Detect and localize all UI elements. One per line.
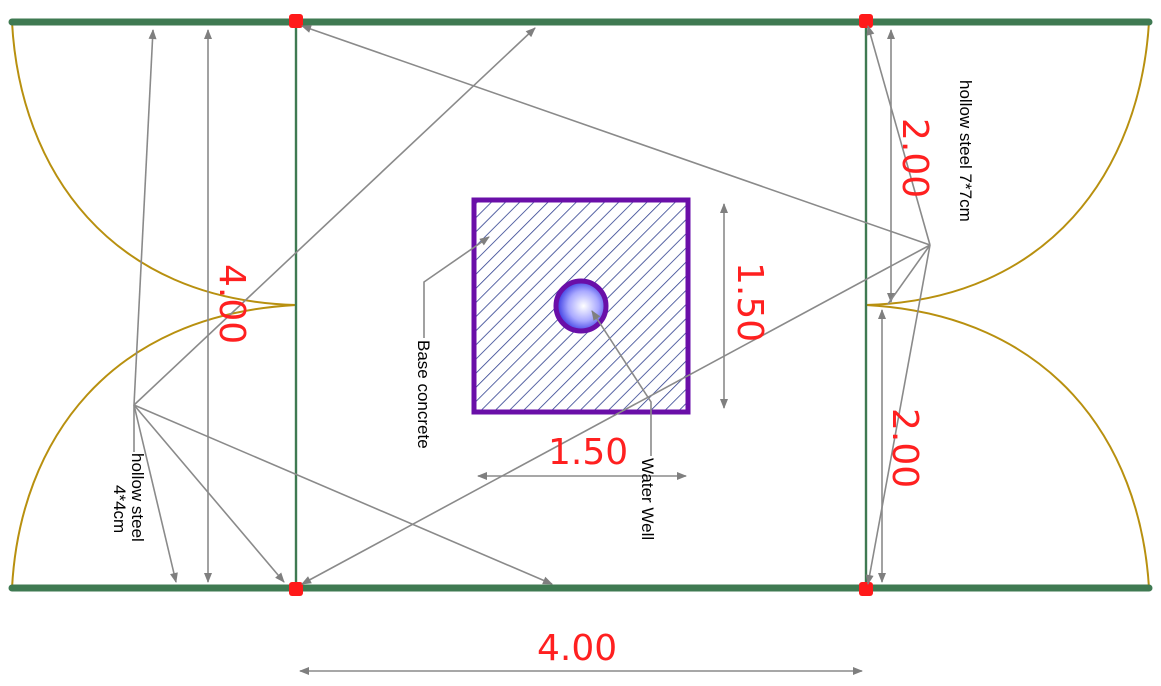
dim-text-base-height: 1.50	[729, 262, 770, 342]
corner-posts	[289, 14, 873, 596]
post-top-left	[289, 14, 303, 28]
gate-swing-arcs	[11, 21, 1150, 589]
label-hollow-steel-4x4-line1: hollow steel	[128, 453, 147, 542]
leader-7x7-to-top-left-post	[301, 25, 931, 246]
leader-lines	[133, 25, 931, 585]
leader-4x4-to-bottom-rail	[133, 404, 178, 583]
water-well	[553, 278, 609, 334]
leader-7x7-to-bottom-left-post	[301, 244, 931, 585]
leader-7x7-to-arc	[887, 244, 931, 305]
dim-text-left-4m: 4.00	[211, 264, 252, 344]
leader-base-concrete	[423, 236, 490, 338]
label-hollow-steel-4x4-line2: 4*4cm	[110, 485, 129, 533]
post-bottom-right	[859, 582, 873, 596]
post-bottom-left	[289, 582, 303, 596]
dim-text-base-width: 1.50	[548, 432, 628, 473]
dimension-lines	[204, 29, 895, 675]
label-base-concrete: Base concrete	[414, 340, 433, 449]
leader-4x4-to-top-rail	[133, 29, 157, 406]
leader-4x4-to-bottom-left-post	[133, 404, 285, 583]
leader-7x7-to-bottom-right-post	[865, 244, 931, 585]
label-hollow-steel-7x7: hollow steel 7*7cm	[956, 80, 975, 222]
leader-7x7-to-top-right-post	[866, 25, 931, 246]
dim-text-right-upper-2m: 2.00	[894, 118, 935, 198]
gate-arc-top-right	[865, 21, 1150, 306]
steel-frame	[8, 18, 1153, 592]
leader-4x4-to-bottom-center	[133, 404, 553, 585]
dim-text-bottom-4m: 4.00	[537, 628, 617, 669]
leader-water-well	[591, 310, 652, 456]
post-top-right	[859, 14, 873, 28]
gate-arc-top-left	[11, 21, 297, 306]
label-water-well: Water Well	[638, 458, 657, 540]
gate-arc-bottom-right	[865, 304, 1150, 589]
gate-arc-bottom-left	[11, 304, 297, 589]
dim-text-right-lower-2m: 2.00	[884, 408, 925, 488]
leader-4x4-to-top-center	[133, 27, 536, 406]
water-well-circle	[553, 278, 609, 334]
